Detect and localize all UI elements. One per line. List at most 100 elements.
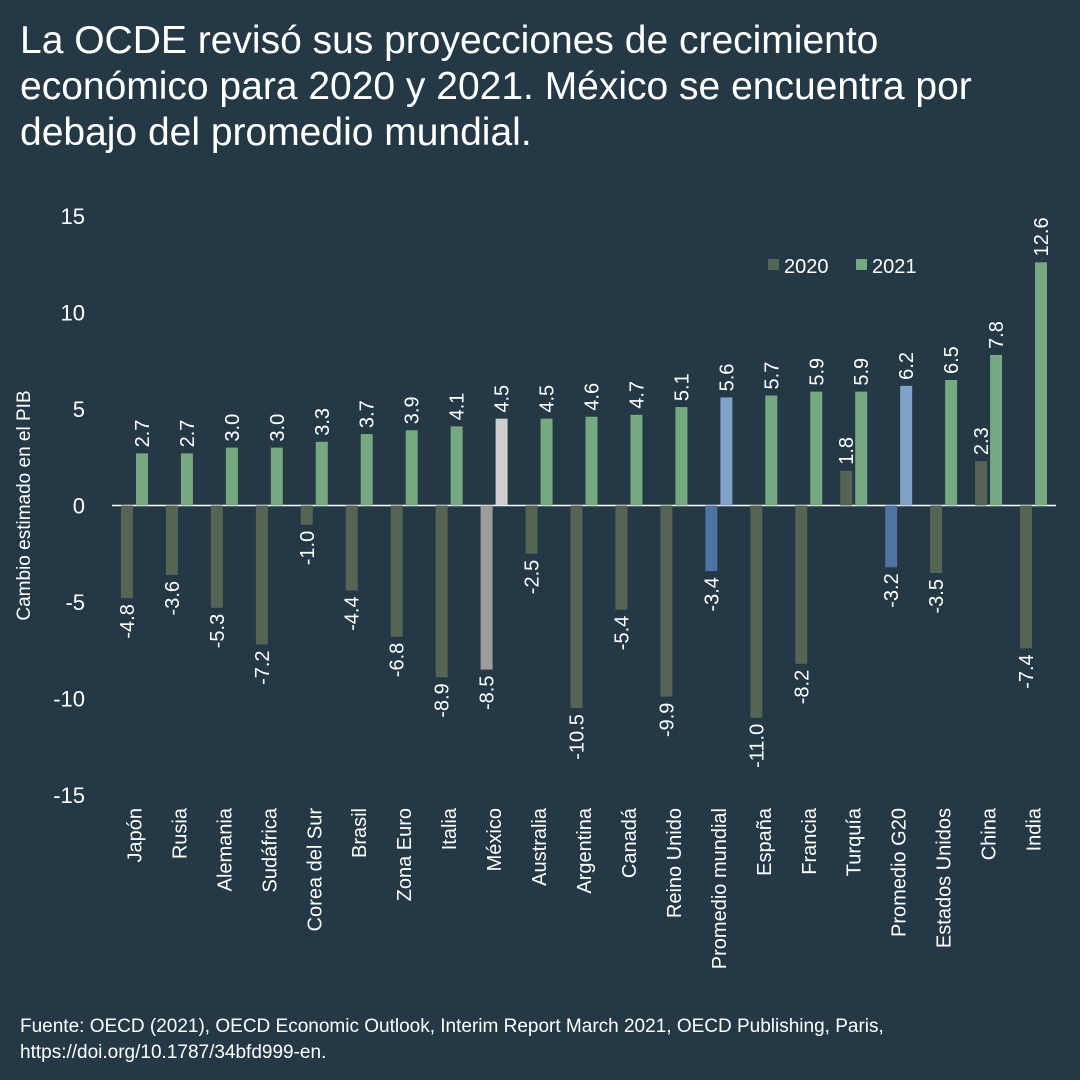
data-label-2020: -3.6 <box>162 581 184 615</box>
data-label-2020: -4.8 <box>117 604 139 638</box>
x-tick-label: Reino Unido <box>664 808 686 918</box>
bar-2020 <box>660 505 673 697</box>
bar-2020 <box>930 505 943 574</box>
bar-chart: Cambio estimado en el PIB 15 10 5 0 -5 -10 -15 J… <box>14 204 1056 969</box>
data-label-2021: 3.3 <box>312 408 334 436</box>
data-label-2021: 3.9 <box>402 396 424 424</box>
data-label-2020: -10.5 <box>567 714 589 760</box>
x-tick-label: Promedio G20 <box>889 808 911 937</box>
data-label-2020: -8.2 <box>791 670 813 704</box>
bar-2021 <box>990 354 1003 506</box>
x-tick-label: Estados Unidos <box>934 808 956 948</box>
data-label-2020: -9.9 <box>656 703 678 737</box>
data-label-2021: 5.9 <box>806 358 828 386</box>
bar-2020 <box>210 505 223 608</box>
data-label-2021: 5.6 <box>716 364 738 392</box>
data-label-2021: 6.5 <box>941 346 963 374</box>
bar-2021 <box>810 391 823 506</box>
bar-2020 <box>795 505 808 664</box>
x-tick-label: India <box>1024 807 1046 851</box>
x-tick-label: Italia <box>439 807 461 850</box>
data-label-2021: 5.7 <box>761 362 783 390</box>
bar-2021 <box>585 416 598 506</box>
bar-2021 <box>945 380 958 506</box>
bar-2021 <box>765 395 778 506</box>
y-tick-label: -10 <box>53 687 85 712</box>
x-tick-label: Rusia <box>169 807 191 859</box>
data-label-2020: -3.5 <box>926 579 948 613</box>
bar-2020 <box>840 470 853 506</box>
bar-2020 <box>390 505 403 637</box>
chart-title: La OCDE revisó sus proyecciones de creci… <box>20 19 972 154</box>
bar-2020 <box>300 505 313 525</box>
data-label-2021: 5.1 <box>671 373 693 401</box>
data-label-2021: 3.7 <box>357 400 379 428</box>
y-tick-label: 10 <box>61 301 85 326</box>
chart-bars <box>120 262 1048 718</box>
bar-2021 <box>630 414 643 506</box>
bar-2020 <box>165 505 178 575</box>
x-tick-label: Sudáfrica <box>259 807 281 892</box>
bar-2021 <box>405 430 418 506</box>
x-tick-label: Francia <box>799 807 821 875</box>
x-tick-label: China <box>979 807 1001 860</box>
bar-2021 <box>900 385 913 506</box>
x-tick-label: Japón <box>124 808 146 863</box>
bar-2021 <box>135 453 148 506</box>
data-label-2021: 2.7 <box>177 420 199 448</box>
bar-2020 <box>975 461 988 506</box>
data-label-2020: -5.3 <box>207 614 229 648</box>
legend-swatch-2020 <box>768 259 779 270</box>
bar-2020 <box>885 505 898 568</box>
data-label-2020: 2.3 <box>971 427 993 455</box>
data-label-2021: 3.0 <box>222 414 244 442</box>
data-label-2021: 4.7 <box>626 381 648 409</box>
data-label-2020: -7.2 <box>252 650 274 684</box>
bar-2021 <box>1035 262 1048 506</box>
data-label-2021: 4.1 <box>447 393 469 421</box>
bar-2021 <box>360 434 373 506</box>
data-label-2020: -7.4 <box>1016 654 1038 688</box>
chart-data-labels: -4.8 2.7 -3.6 2.7 -5.3 3.0 -7.2 3.0 -1.0 3.3 -4.4 3… <box>117 217 1053 768</box>
bar-2020 <box>1020 505 1033 649</box>
bar-2020 <box>750 505 763 718</box>
data-label-2020: -4.4 <box>342 596 364 630</box>
y-tick-label: -5 <box>65 590 85 615</box>
bar-2021 <box>675 407 688 506</box>
data-label-2020: -11.0 <box>746 724 768 768</box>
data-label-2021: 2.7 <box>132 420 154 448</box>
x-tick-label: Zona Euro <box>394 808 416 901</box>
data-label-2021: 3.0 <box>267 414 289 442</box>
bar-2020 <box>570 505 583 709</box>
y-tick-label: 0 <box>73 494 85 519</box>
x-tick-label: Canadá <box>619 807 641 878</box>
bar-2021 <box>540 418 553 506</box>
y-tick-label: -15 <box>53 783 85 808</box>
source-note: Fuente: OECD (2021), OECD Economic Outlo… <box>20 1016 884 1063</box>
data-label-2021: 7.8 <box>986 321 1008 349</box>
bar-2021 <box>855 391 868 506</box>
bar-2021 <box>720 397 733 506</box>
x-tick-label: Promedio mundial <box>709 808 731 969</box>
x-tick-label: Brasil <box>349 808 371 858</box>
bar-2020 <box>525 505 538 554</box>
data-label-2020: -8.9 <box>432 683 454 717</box>
bar-2020 <box>615 505 628 610</box>
data-label-2020: -8.5 <box>477 676 499 710</box>
bar-2021 <box>180 453 193 506</box>
x-tick-label: Corea del Sur <box>304 808 326 932</box>
data-label-2021: 12.6 <box>1031 217 1053 256</box>
x-tick-label: Alemania <box>214 807 236 891</box>
bar-2020 <box>345 505 358 591</box>
legend-label-2021: 2021 <box>872 256 917 278</box>
bar-2021 <box>225 447 238 506</box>
bar-2021 <box>315 441 328 506</box>
data-label-2020: -6.8 <box>387 643 409 677</box>
bar-2020 <box>120 505 133 599</box>
y-axis-label: Cambio estimado en el PIB <box>14 390 35 620</box>
bar-2021 <box>450 426 463 506</box>
x-tick-label: Argentina <box>574 807 596 893</box>
data-label-2021: 4.5 <box>492 385 514 413</box>
chart-legend: 2020 2021 <box>768 256 917 278</box>
y-tick-label: 15 <box>61 204 85 229</box>
